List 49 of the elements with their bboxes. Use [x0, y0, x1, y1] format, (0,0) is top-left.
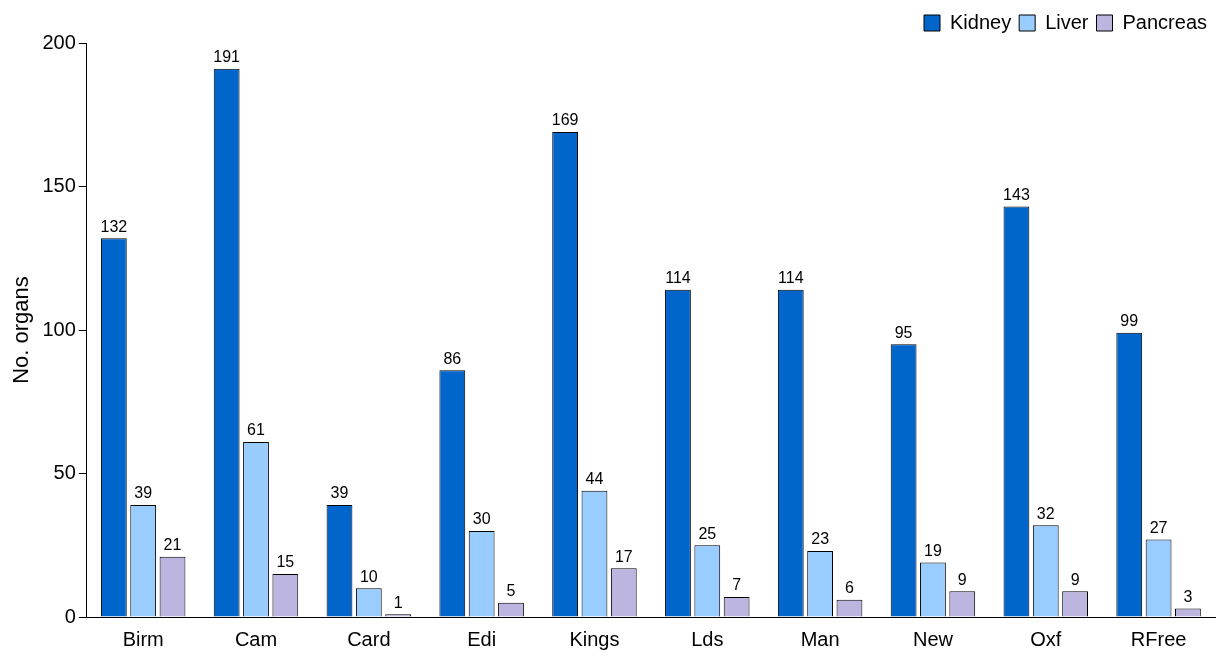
data-label: 3: [1183, 587, 1193, 605]
data-label: 6: [845, 579, 854, 597]
data-label: 9: [1070, 570, 1080, 588]
data-label: 114: [665, 269, 691, 287]
data-label: 15: [276, 553, 295, 571]
y-tick-label: 200: [42, 30, 76, 53]
x-tick-label: Man: [800, 627, 840, 650]
x-tick-label: Kings: [569, 627, 620, 650]
data-label: 19: [924, 541, 942, 559]
data-label: 23: [811, 530, 830, 548]
data-label: 132: [100, 217, 128, 235]
data-label: 1: [393, 593, 403, 611]
x-tick-label: New: [912, 627, 954, 650]
data-label: 7: [732, 576, 742, 594]
data-label: 95: [894, 323, 913, 341]
data-label: 114: [778, 269, 804, 287]
x-tick-label: Edi: [467, 627, 497, 650]
data-label: 61: [247, 421, 265, 439]
legend-label: Pancreas: [1122, 10, 1208, 33]
data-label: 30: [472, 510, 491, 528]
y-tick-label: 50: [53, 461, 76, 484]
data-label: 86: [443, 349, 462, 367]
data-label: 10: [359, 567, 378, 585]
data-label: 25: [698, 524, 717, 542]
data-label: 39: [330, 484, 349, 502]
y-tick-label: 150: [42, 174, 76, 197]
data-label: 39: [134, 484, 153, 502]
x-tick-label: Birm: [122, 627, 164, 650]
data-label: 17: [614, 547, 633, 565]
y-tick-label: 0: [64, 604, 76, 627]
data-label: 44: [585, 470, 604, 488]
data-label: 5: [506, 582, 516, 600]
data-label: 9: [957, 570, 967, 588]
data-label: 191: [213, 48, 241, 66]
y-axis-title: No. organs: [8, 276, 34, 384]
x-tick-label: Card: [347, 627, 391, 650]
x-tick-label: Oxf: [1030, 627, 1062, 650]
data-label: 143: [1003, 186, 1030, 203]
data-label: 169: [551, 111, 579, 129]
legend-label: Liver: [1045, 10, 1089, 33]
data-label: 21: [163, 536, 182, 554]
data-label: 99: [1120, 312, 1139, 330]
legend-label: Kidney: [950, 10, 1012, 33]
x-tick-label: RFree: [1130, 627, 1187, 650]
data-label: 32: [1036, 504, 1055, 522]
x-tick-label: Cam: [234, 627, 278, 650]
data-label: 27: [1149, 518, 1168, 536]
x-tick-label: Lds: [691, 627, 724, 650]
y-tick-label: 100: [42, 317, 76, 340]
